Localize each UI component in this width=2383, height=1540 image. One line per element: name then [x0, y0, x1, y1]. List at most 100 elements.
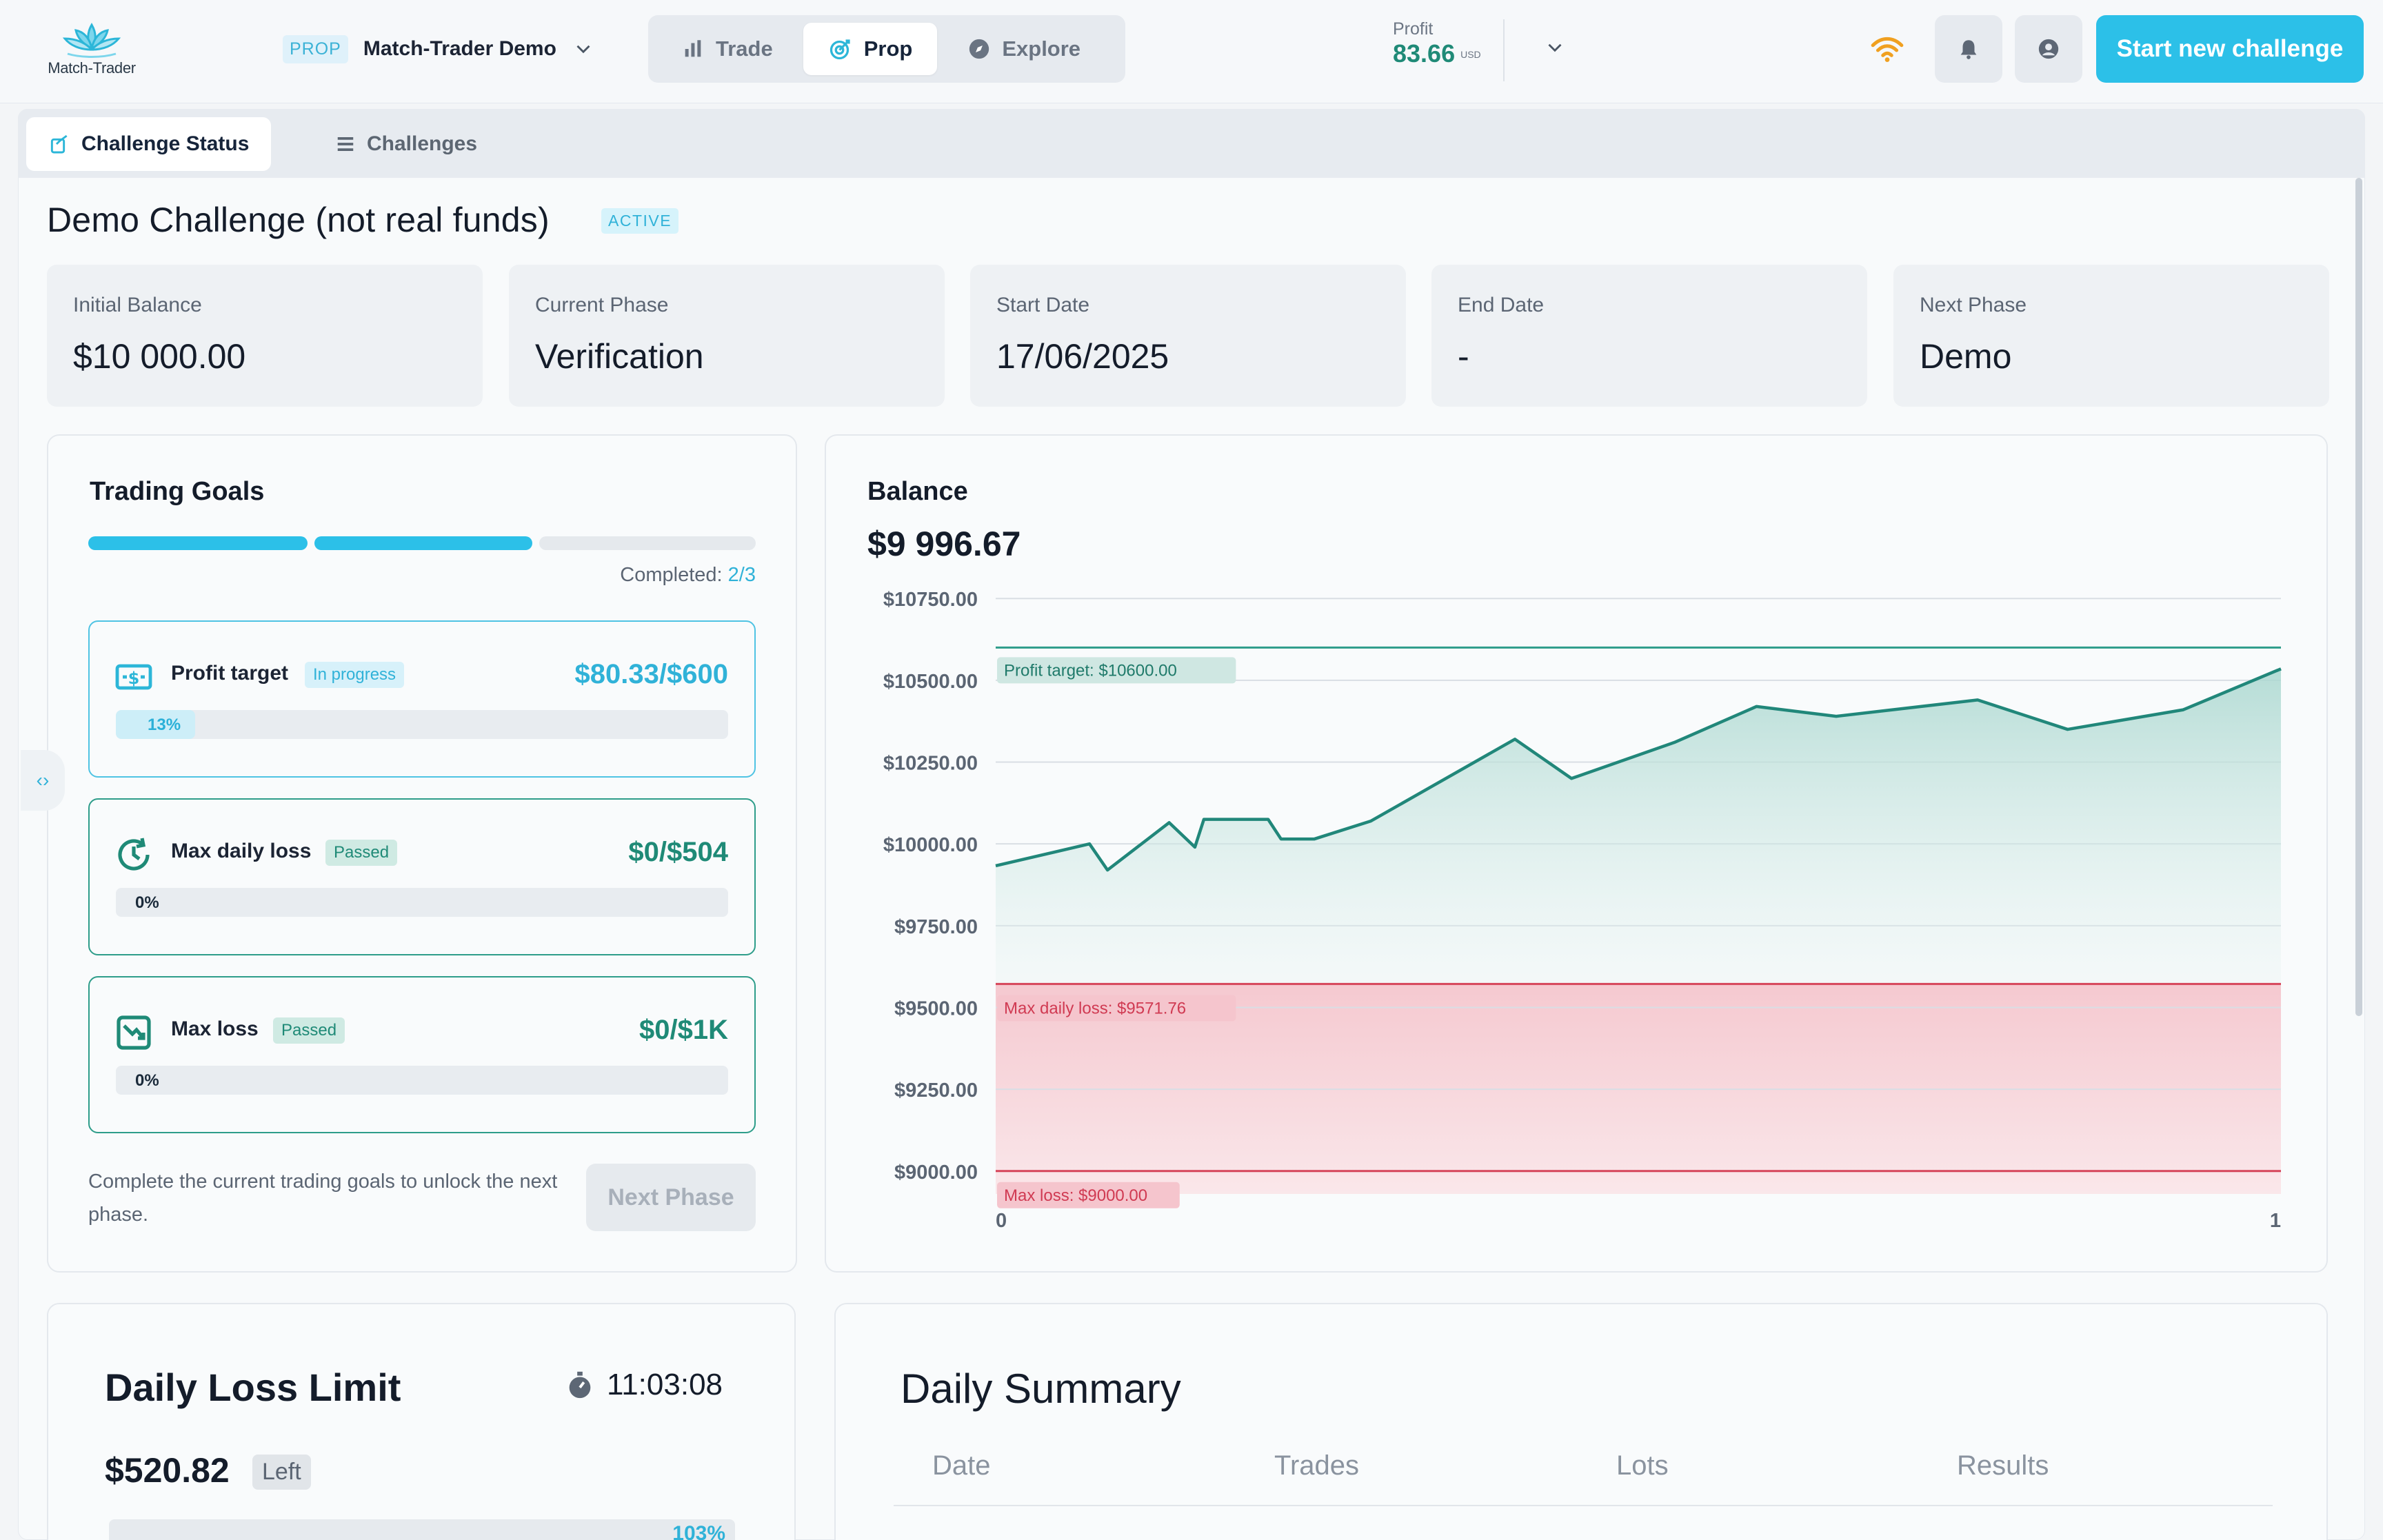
challenge-status-icon — [50, 134, 68, 154]
goal-progress-fill — [116, 710, 196, 739]
stat-card-initial-balance: Initial Balance $10 000.00 — [47, 265, 483, 407]
column-header-trades[interactable]: Trades — [1274, 1450, 1360, 1481]
left-badge: Left — [252, 1455, 311, 1490]
chevron-down-icon[interactable] — [1543, 36, 1567, 59]
sidebar-toggle-handle[interactable]: ‹› — [21, 750, 65, 811]
goal-name: Max loss — [171, 1017, 259, 1040]
nav-tab-explore-label: Explore — [1002, 37, 1081, 61]
tab-challenges[interactable]: Challenges — [313, 117, 499, 171]
goal-progress-segment — [539, 536, 756, 550]
daily-loss-limit-title: Daily Loss Limit — [105, 1366, 401, 1409]
svg-text:$: $ — [128, 669, 140, 688]
column-header-date[interactable]: Date — [932, 1450, 991, 1481]
unlock-hint-text: Complete the current trading goals to un… — [88, 1171, 558, 1226]
nav-tab-prop-label: Prop — [863, 37, 913, 61]
nav-tab-explore[interactable]: Explore — [943, 23, 1105, 75]
reference-label-bg — [997, 995, 1236, 1022]
reference-label: Max daily loss: $9571.76 — [1004, 999, 1186, 1017]
match-trader-logo[interactable]: Match-Trader — [40, 19, 143, 81]
daily-summary-title: Daily Summary — [901, 1366, 1181, 1412]
balance-area — [996, 669, 2281, 984]
reference-label-bg — [997, 1182, 1180, 1208]
reference-label-bg — [997, 657, 1236, 684]
daily-loss-amount: $520.82 — [105, 1451, 230, 1490]
stat-value: $10 000.00 — [73, 337, 246, 376]
goal-status-badge: Passed — [325, 840, 398, 866]
prop-badge: PROP — [283, 34, 348, 63]
profit-display: Profit 83.66 USD — [1393, 19, 1481, 68]
stat-value: - — [1458, 337, 1469, 376]
daily-loss-percent: 103% — [672, 1522, 725, 1540]
daily-summary-panel — [834, 1303, 2328, 1540]
daily-loss-timer: 11:03:08 — [564, 1368, 723, 1402]
bar-chart-icon — [685, 40, 701, 57]
account-selector[interactable]: PROP Match-Trader Demo — [283, 28, 595, 70]
balance-chart: $10750.00 $10500.00 $10250.00 $10000.00 $975… — [883, 589, 2282, 1232]
stat-label: Current Phase — [535, 294, 669, 316]
start-new-challenge-button[interactable]: Start new challenge — [2096, 15, 2364, 83]
bell-icon — [1960, 40, 1977, 59]
user-profile-button[interactable] — [2015, 15, 2082, 83]
chevron-down-icon[interactable] — [572, 37, 595, 61]
nav-tab-trade-label: Trade — [716, 37, 773, 61]
goal-progress-percent: 0% — [135, 1071, 159, 1090]
goal-card-max-loss[interactable]: Max loss Passed $0/$1K 0% — [88, 976, 756, 1133]
profit-value: 83.66 — [1393, 39, 1456, 68]
y-tick-label: $10750.00 — [883, 589, 978, 611]
user-avatar-icon — [2038, 39, 2059, 59]
compass-icon — [969, 39, 989, 59]
column-header-lots[interactable]: Lots — [1616, 1450, 1669, 1481]
y-tick-label: $10250.00 — [883, 753, 978, 775]
goal-progress-segment — [88, 536, 308, 550]
nav-tab-prop[interactable]: Prop — [803, 23, 938, 75]
page-title: Demo Challenge (not real funds) — [47, 201, 550, 239]
x-tick-label: 0 — [996, 1210, 1007, 1232]
daily-loss-limit-panel — [47, 1303, 796, 1540]
goal-progress-bar: 0% — [116, 888, 728, 917]
status-badge: ACTIVE — [601, 208, 679, 234]
goal-progress-segment — [314, 536, 532, 550]
stat-card-current-phase: Current Phase Verification — [509, 265, 945, 407]
goal-card-max-daily-loss[interactable]: Max daily loss Passed $0/$504 0% — [88, 798, 756, 955]
goal-progress-percent: 0% — [135, 893, 159, 912]
y-tick-label: $9500.00 — [894, 997, 978, 1020]
balance-title: Balance — [867, 477, 968, 506]
y-tick-label: $10000.00 — [883, 834, 978, 856]
y-tick-label: $10500.00 — [883, 671, 978, 693]
goal-name: Max daily loss — [171, 840, 312, 862]
column-header-results[interactable]: Results — [1957, 1450, 2049, 1481]
timer-value: 11:03:08 — [607, 1368, 723, 1401]
stopwatch-icon — [569, 1371, 591, 1399]
account-name: Match-Trader Demo — [363, 37, 556, 60]
goal-status-badge: In progress — [305, 662, 405, 688]
table-header-divider — [894, 1505, 2273, 1506]
completed-count: 2/3 — [727, 564, 756, 586]
code-brackets-icon: ‹› — [36, 769, 50, 791]
profit-divider — [1503, 19, 1505, 81]
page-scrollbar[interactable] — [2355, 178, 2362, 1016]
profit-label: Profit — [1393, 19, 1434, 39]
stat-card-end-date: End Date - — [1431, 265, 1867, 407]
goal-card-profit-target[interactable]: $ Profit target In progress $80.33/$600 … — [88, 620, 756, 778]
sub-tabs: Challenge Status Challenges — [18, 109, 2365, 178]
nav-tab-trade[interactable]: Trade — [656, 23, 798, 75]
goal-progress-bar: 13% — [116, 710, 728, 739]
dollar-bill-icon: $ — [115, 664, 152, 690]
connection-signal-icon[interactable] — [1870, 34, 1904, 65]
notifications-button[interactable] — [1935, 15, 2002, 83]
tab-challenge-status[interactable]: Challenge Status — [26, 117, 272, 171]
top-header: Match-Trader PROP Match-Trader Demo Trad… — [0, 0, 2383, 103]
y-tick-label: $9000.00 — [894, 1162, 978, 1184]
stat-card-next-phase: Next Phase Demo — [1893, 265, 2329, 407]
completed-text: Completed: — [620, 564, 723, 586]
daily-loss-progress-bar: 103% — [109, 1519, 735, 1540]
reference-label: Max loss: $9000.00 — [1004, 1186, 1147, 1205]
balance-line — [995, 667, 2282, 872]
balance-value: $9 996.67 — [867, 525, 1021, 563]
profit-currency: USD — [1460, 49, 1481, 60]
stat-value: Demo — [1920, 337, 2012, 376]
trading-goals-title: Trading Goals — [90, 477, 265, 506]
target-icon — [829, 39, 850, 60]
lotus-logo-icon — [62, 23, 121, 58]
next-phase-button[interactable]: Next Phase — [586, 1164, 756, 1231]
